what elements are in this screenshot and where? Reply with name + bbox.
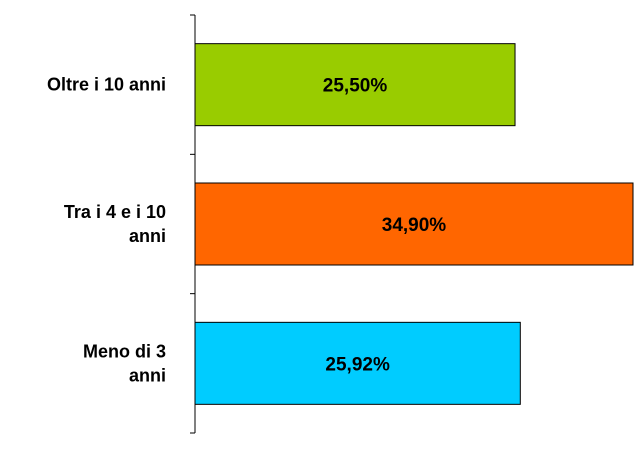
bar-2 bbox=[194, 182, 634, 266]
value-label-2: 34,90% bbox=[382, 215, 447, 236]
category-label-3: Meno di 3 anni bbox=[83, 341, 166, 385]
category-label-line: Meno di 3 bbox=[83, 341, 166, 361]
value-label-1: 25,50% bbox=[323, 76, 388, 97]
value-label-3: 25,92% bbox=[325, 354, 390, 375]
bars-group bbox=[194, 43, 634, 405]
category-axis bbox=[190, 14, 196, 434]
category-label-line: anni bbox=[129, 365, 166, 385]
category-label-1: Oltre i 10 anni bbox=[47, 75, 166, 95]
category-label-line: Oltre i 10 anni bbox=[47, 75, 166, 95]
value-labels: 25,50% 34,90% 25,92% bbox=[323, 76, 447, 376]
bar-1 bbox=[194, 43, 516, 127]
category-label-line: anni bbox=[129, 226, 166, 246]
category-label-line: Tra i 4 e i 10 bbox=[64, 202, 166, 222]
bar-3 bbox=[194, 321, 521, 405]
category-label-2: Tra i 4 e i 10 anni bbox=[64, 202, 166, 246]
